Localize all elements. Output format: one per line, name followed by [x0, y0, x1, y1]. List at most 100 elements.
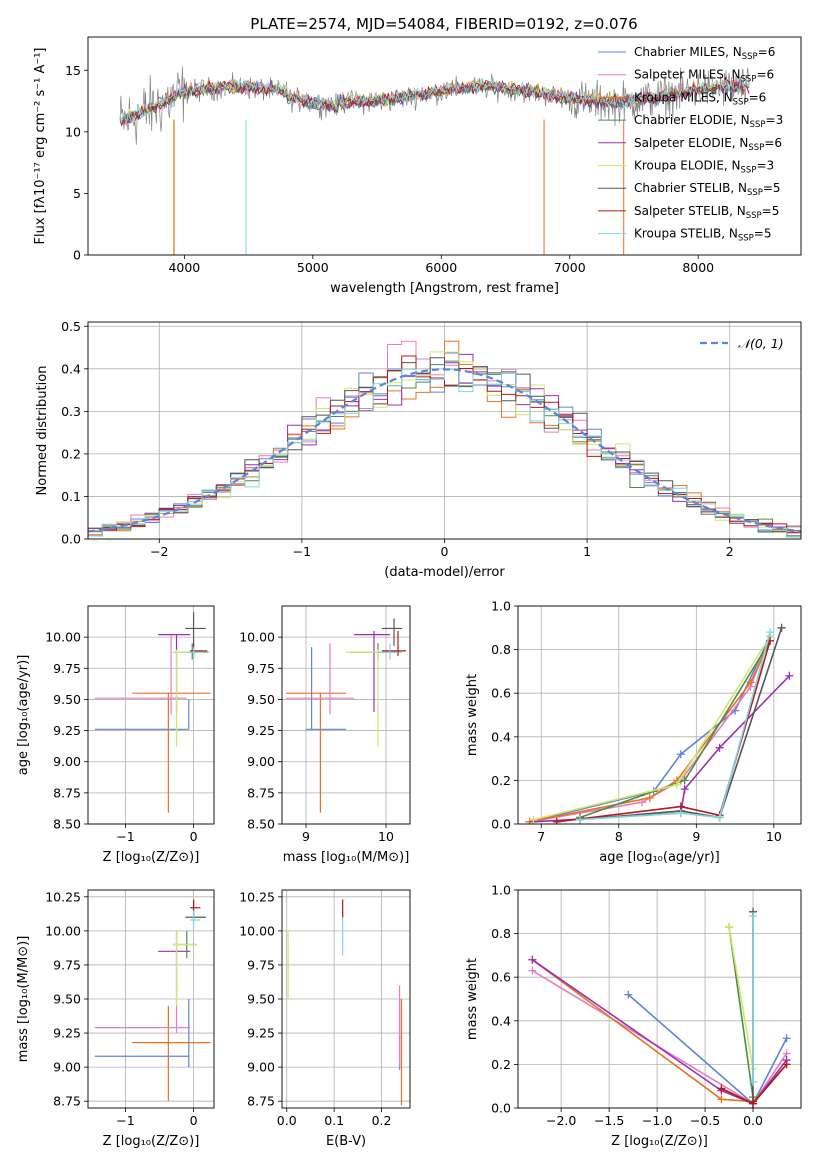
- panel-age_vs_Z: −1 0 8.50 8.75 9.00 9.25 9.50 9.75 10.00 Z [log₁₀…: [16, 605, 215, 865]
- x-tick-label: 0.0: [743, 1113, 763, 1128]
- x-tick-label: 8: [615, 829, 623, 844]
- y-tick-label: 0.5: [61, 319, 81, 334]
- spectrum-model-line: [119, 77, 750, 124]
- y-tick-label: 8.75: [53, 1094, 81, 1109]
- y-tick-label: 9.25: [53, 723, 81, 738]
- x-tick-label: −1: [293, 544, 311, 559]
- legend-label: Salpeter ELODIE, NSSP=6: [634, 136, 782, 153]
- weight-point-marker: [680, 785, 689, 794]
- plot-area: [88, 340, 801, 538]
- x-tick-label: −1: [116, 829, 134, 844]
- weight-point-marker: [749, 1077, 758, 1086]
- weight-point-marker: [552, 817, 561, 824]
- weight-point-marker: [717, 1084, 726, 1093]
- panel-mass_vs_ebv: 0.0 0.1 0.2 8.75 9.00 9.25 9.50 9.75 10.00 10.25 E…: [239, 889, 411, 1149]
- y-tick-label: 1.0: [491, 883, 511, 898]
- weight-point-marker: [676, 750, 685, 759]
- y-tick-label: 10.25: [45, 889, 81, 904]
- legend-label: Kroupa MILES, NSSP=6: [634, 90, 766, 107]
- y-tick-label: 0.8: [491, 926, 511, 941]
- weight-point-marker: [765, 628, 774, 637]
- y-tick-label: 0.0: [491, 817, 511, 832]
- y-tick-label: 9.25: [247, 723, 275, 738]
- figure-title: PLATE=2574, MJD=54084, FIBERID=0192, z=0…: [250, 15, 637, 33]
- weight-point-marker: [672, 780, 681, 789]
- plot-area: [528, 907, 791, 1108]
- y-axis-label: Normed distribution: [35, 366, 50, 496]
- x-tick-label: −2.0: [546, 1113, 576, 1128]
- x-tick-label: 2: [726, 544, 734, 559]
- legend-label: Salpeter MILES, NSSP=6: [634, 68, 774, 85]
- x-tick-label: 8000: [682, 260, 714, 275]
- x-tick-label: −1: [116, 1113, 134, 1128]
- x-tick-label: −0.5: [690, 1113, 720, 1128]
- weight-series-line: [531, 959, 788, 1105]
- axes-frame: [87, 36, 802, 256]
- legend-label: Kroupa ELODIE, NSSP=3: [634, 159, 774, 176]
- plot-area: [94, 612, 211, 813]
- axes-frame: [281, 605, 411, 825]
- normal-curve: [88, 368, 801, 533]
- legend-label: Chabrier ELODIE, NSSP=3: [634, 113, 783, 130]
- y-axis-label: age [log₁₀(age/yr)]: [16, 655, 31, 776]
- legend-label: 𝒩(0, 1): [738, 336, 784, 351]
- weight-point-marker: [680, 776, 689, 785]
- y-tick-label: 9.75: [247, 661, 275, 676]
- x-axis-label: age [log₁₀(age/yr)]: [599, 850, 720, 865]
- weight-series-line: [556, 640, 771, 823]
- x-tick-label: 10: [766, 829, 782, 844]
- plot-area: [286, 618, 406, 813]
- axes-frame: [87, 605, 215, 825]
- weight-point-marker: [676, 809, 685, 818]
- y-tick-label: 0.1: [61, 489, 81, 504]
- y-tick-label: 9.50: [247, 992, 275, 1007]
- x-tick-label: 0: [441, 544, 449, 559]
- y-tick-label: 9.00: [247, 754, 275, 769]
- weight-point-marker: [717, 1095, 726, 1104]
- weight-point-marker: [624, 990, 633, 999]
- weight-point-marker: [782, 1034, 791, 1043]
- x-tick-label: 0.0: [277, 1113, 297, 1128]
- x-axis-label: mass [log₁₀(M/M⊙)]: [283, 850, 410, 865]
- y-tick-label: 5: [73, 186, 81, 201]
- x-axis-label: (data-model)/error: [384, 565, 505, 580]
- weight-series-line: [728, 926, 754, 1069]
- y-tick-label: 9.75: [53, 661, 81, 676]
- y-tick-label: 9.75: [247, 957, 275, 972]
- y-tick-label: 0.8: [491, 642, 511, 657]
- legend-label: Salpeter STELIB, NSSP=5: [634, 204, 779, 221]
- x-tick-label: 7000: [554, 260, 586, 275]
- weight-point-marker: [576, 815, 585, 824]
- legend-label: Kroupa STELIB, NSSP=5: [634, 227, 772, 244]
- panel-spectrum: 4000 5000 6000 7000 8000 0 5 10 15 wavelength [An…: [33, 36, 802, 296]
- x-tick-label: 0: [190, 829, 198, 844]
- y-tick-label: 8.50: [247, 817, 275, 832]
- legend-label: Chabrier MILES, NSSP=6: [634, 45, 775, 62]
- spectrum-model-line: [119, 77, 750, 127]
- y-axis-label: Flux [fλ10⁻¹⁷ erg cm⁻² s⁻¹ A⁻¹]: [33, 48, 48, 245]
- x-tick-label: 0.2: [372, 1113, 392, 1128]
- y-tick-label: 9.25: [247, 1026, 275, 1041]
- x-tick-label: 5000: [297, 260, 329, 275]
- weight-point-marker: [725, 923, 734, 932]
- x-tick-label: 10: [378, 829, 394, 844]
- y-tick-label: 8.75: [53, 785, 81, 800]
- plot-area: [119, 66, 750, 255]
- weight-series-line: [579, 631, 771, 821]
- x-tick-label: 1: [583, 544, 591, 559]
- residual-legend: 𝒩(0, 1): [700, 336, 784, 351]
- panel-weight_vs_age: 7 8 9 10 0.0 0.2 0.4 0.6 0.8 1.0 age [log₁₀(age/yr…: [465, 599, 802, 865]
- legend-label: Chabrier STELIB, NSSP=5: [634, 181, 781, 198]
- x-axis-label: Z [log₁₀(Z/Z⊙)]: [103, 1134, 200, 1149]
- plot-area: [525, 623, 794, 824]
- y-tick-label: 0.2: [61, 446, 81, 461]
- y-tick-label: 0: [73, 248, 81, 263]
- y-tick-label: 10.00: [45, 630, 81, 645]
- weight-point-marker: [782, 1060, 791, 1069]
- weight-series-line: [531, 959, 788, 1103]
- y-tick-label: 8.50: [53, 817, 81, 832]
- y-tick-label: 0.4: [491, 1013, 511, 1028]
- weight-point-marker: [645, 793, 654, 802]
- weight-point-marker: [528, 966, 537, 975]
